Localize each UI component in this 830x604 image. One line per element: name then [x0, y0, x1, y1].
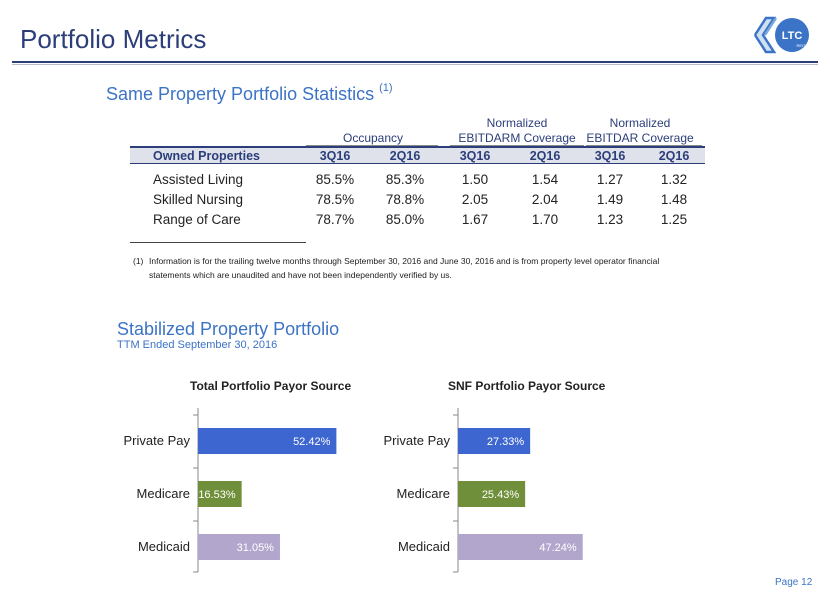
logo-subtext: REIT — [796, 43, 806, 48]
data-label: 27.33% — [487, 436, 525, 448]
table-cell: 1.50 — [461, 172, 489, 187]
category-label: Medicare — [137, 486, 190, 501]
stabilized-section-subtitle: TTM Ended September 30, 2016 — [117, 339, 278, 351]
table-cell: 2.05 — [461, 192, 489, 207]
stats-title-note: (1) — [379, 82, 393, 94]
stats-section-title: Same Property Portfolio Statistics (1) — [106, 82, 393, 105]
col-ebitdarm-3q16: 3Q16 — [459, 149, 491, 163]
table-cell: 1.67 — [461, 212, 489, 227]
table-row: Skilled Nursing 78.5% 78.8% 2.05 2.04 1.… — [130, 190, 705, 210]
data-label: 52.42% — [293, 436, 331, 448]
table-cell: 78.8% — [385, 192, 425, 207]
bar-private-pay — [198, 428, 337, 454]
table-row: Range of Care 78.7% 85.0% 1.67 1.70 1.23… — [130, 210, 705, 230]
col-owned-properties: Owned Properties — [153, 149, 260, 163]
footnote: (1) Information is for the trailing twel… — [133, 254, 693, 282]
bar-private-pay — [458, 428, 531, 454]
table-cell: 2.04 — [531, 192, 559, 207]
company-logo: LTC REIT — [753, 16, 809, 54]
table-cell: 1.27 — [596, 172, 624, 187]
row-label: Range of Care — [153, 212, 241, 227]
data-label: 25.43% — [482, 489, 520, 501]
footnote-number: (1) — [133, 256, 144, 266]
chart-title-snf: SNF Portfolio Payor Source — [448, 379, 606, 393]
category-label: Private Pay — [384, 433, 451, 448]
bar-medicare — [458, 481, 526, 507]
table-cell: 1.54 — [531, 172, 559, 187]
category-label: Medicaid — [398, 539, 450, 554]
stats-title-text: Same Property Portfolio Statistics — [106, 84, 375, 104]
bar-medicaid — [458, 534, 583, 560]
table-row: Assisted Living 85.5% 85.3% 1.50 1.54 1.… — [130, 170, 705, 190]
total-portfolio-payor-chart: Private Pay 52.42% Medicare 16.53% Medicaid 3… — [124, 408, 337, 573]
table-cell: 85.5% — [315, 172, 355, 187]
row-label: Assisted Living — [153, 172, 244, 187]
data-label: 16.53% — [198, 489, 236, 501]
category-label: Medicare — [397, 486, 450, 501]
category-label: Medicaid — [138, 539, 190, 554]
bar-medicare — [198, 481, 242, 507]
col-ebitdarm-2q16: 2Q16 — [529, 149, 561, 163]
table-cell: 1.32 — [660, 172, 688, 187]
title-rule-secondary — [12, 64, 818, 65]
table-cell: 85.0% — [385, 212, 425, 227]
table-cell: 1.48 — [660, 192, 688, 207]
table-cell: 1.70 — [531, 212, 559, 227]
title-rule — [12, 61, 818, 63]
data-label: 31.05% — [237, 542, 275, 554]
group-underline-ebitdar — [586, 145, 702, 146]
snf-portfolio-payor-chart: Private Pay 27.33% Medicare 25.43% Medicaid 4… — [384, 408, 583, 573]
bar-medicaid — [198, 534, 280, 560]
table-cell: 1.49 — [596, 192, 624, 207]
stabilized-section-title: Stabilized Property Portfolio — [117, 319, 340, 339]
chart-title-total: Total Portfolio Payor Source — [190, 379, 352, 393]
logo-text: LTC — [782, 30, 803, 42]
group-header-ebitdarm: Normalized EBITDARM Coverage — [458, 116, 576, 145]
group-header-occupancy: Occupancy — [342, 131, 404, 145]
col-occupancy-3q16: 3Q16 — [319, 149, 351, 163]
category-label: Private Pay — [124, 433, 191, 448]
table-cell: 85.3% — [385, 172, 425, 187]
table-cell: 1.23 — [596, 212, 624, 227]
group-underline-occupancy — [306, 145, 438, 146]
group-underline-ebitdarm — [450, 145, 584, 146]
row-label: Skilled Nursing — [153, 192, 244, 207]
table-cell: 1.25 — [660, 212, 688, 227]
data-label: 47.24% — [539, 542, 577, 554]
col-ebitdar-2q16: 2Q16 — [658, 149, 690, 163]
footnote-divider — [130, 242, 306, 243]
group-header-ebitdar: Normalized EBITDAR Coverage — [586, 116, 694, 145]
col-occupancy-2q16: 2Q16 — [389, 149, 421, 163]
table-cell: 78.5% — [315, 192, 355, 207]
page-title: Portfolio Metrics — [20, 24, 207, 54]
footnote-text: Information is for the trailing twelve m… — [149, 256, 660, 280]
col-ebitdar-3q16: 3Q16 — [594, 149, 626, 163]
page-number: Page 12 — [775, 577, 813, 588]
table-header-row: Owned Properties 3Q16 2Q16 3Q16 2Q16 3Q1… — [130, 146, 705, 164]
table-cell: 78.7% — [315, 212, 355, 227]
